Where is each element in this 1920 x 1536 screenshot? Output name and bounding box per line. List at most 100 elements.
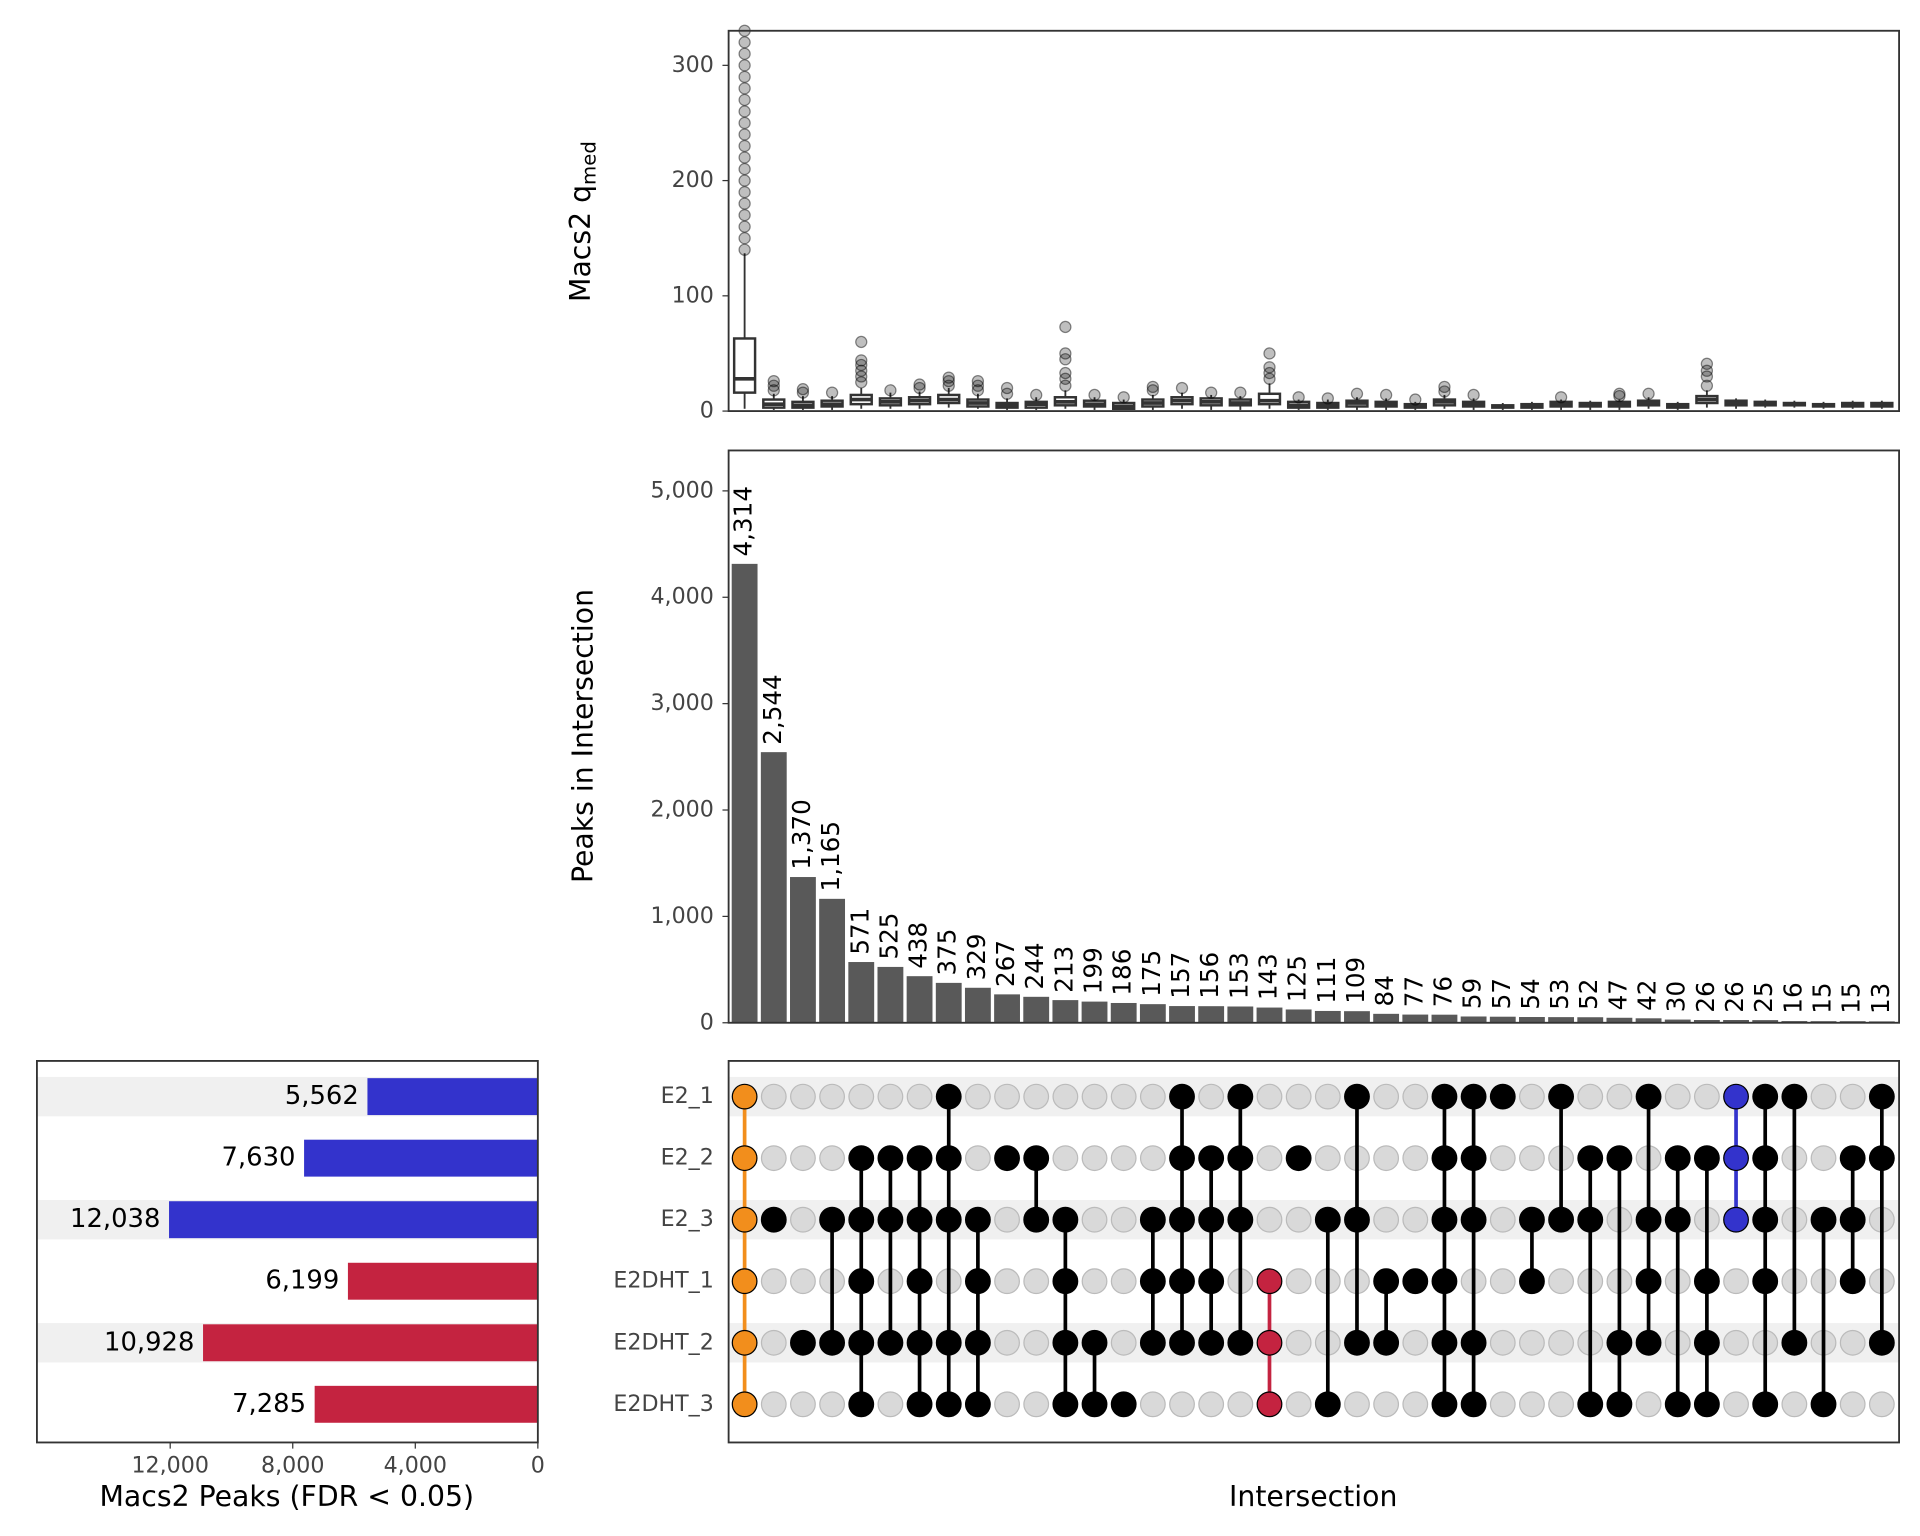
empty-dot <box>1314 1083 1341 1110</box>
bar-label: 438 <box>904 922 933 969</box>
member-dot <box>1198 1268 1225 1295</box>
empty-dot <box>1664 1083 1691 1110</box>
member-dot <box>790 1329 816 1356</box>
empty-dot <box>760 1083 787 1110</box>
set-x-title: Macs2 Peaks (FDR < 0.05) <box>100 1480 474 1513</box>
set-bar <box>314 1385 538 1423</box>
empty-dot <box>994 1083 1020 1110</box>
empty-dot <box>964 1083 991 1110</box>
member-dot <box>1052 1391 1079 1418</box>
bar <box>1577 1017 1604 1023</box>
bar <box>790 877 816 1023</box>
empty-dot <box>1402 1145 1429 1172</box>
member-dot <box>1519 1206 1545 1233</box>
y-tick-label: 200 <box>672 167 714 193</box>
member-dot <box>935 1391 962 1418</box>
empty-dot <box>1052 1083 1079 1110</box>
empty-dot <box>790 1145 816 1172</box>
bar-label: 156 <box>1195 952 1224 999</box>
member-dot <box>1839 1206 1866 1233</box>
bar-label: 186 <box>1108 949 1137 996</box>
empty-dot <box>1023 1391 1050 1418</box>
empty-dot <box>1314 1145 1341 1172</box>
member-dot <box>1373 1329 1400 1356</box>
member-dot <box>1139 1268 1166 1295</box>
bar-label: 111 <box>1312 957 1341 1004</box>
empty-dot <box>906 1083 933 1110</box>
empty-dot <box>1489 1145 1516 1172</box>
empty-dot <box>1519 1391 1545 1418</box>
member-dot <box>1023 1206 1050 1233</box>
empty-dot <box>1723 1268 1749 1295</box>
outlier <box>738 36 751 49</box>
bar <box>1664 1019 1691 1023</box>
member-dot <box>1752 1206 1779 1233</box>
member-dot <box>994 1145 1020 1172</box>
empty-dot <box>1169 1391 1195 1418</box>
member-dot <box>935 1083 962 1110</box>
bar-label: 375 <box>933 929 962 976</box>
member-dot <box>1693 1268 1720 1295</box>
bar <box>848 962 875 1023</box>
empty-dot <box>1256 1083 1283 1110</box>
bar <box>1489 1016 1516 1023</box>
outlier <box>1205 386 1218 399</box>
member-dot <box>1635 1329 1662 1356</box>
member-dot <box>1227 1083 1254 1110</box>
empty-dot <box>1577 1083 1604 1110</box>
empty-dot <box>1868 1391 1895 1418</box>
member-dot <box>1110 1391 1137 1418</box>
outlier <box>855 370 868 383</box>
bar <box>1139 1004 1166 1023</box>
matrix-x-title: Intersection <box>1229 1480 1397 1513</box>
outlier <box>1234 386 1247 399</box>
empty-dot <box>1402 1206 1429 1233</box>
outlier <box>1700 370 1714 383</box>
empty-dot <box>1839 1329 1866 1356</box>
set-label: E2DHT_3 <box>613 1391 713 1417</box>
member-dot <box>1344 1329 1370 1356</box>
member-dot <box>1256 1329 1283 1356</box>
outlier <box>942 374 955 388</box>
outlier <box>738 185 751 199</box>
member-dot <box>1664 1391 1691 1418</box>
outlier <box>738 59 751 72</box>
member-dot <box>1839 1145 1866 1172</box>
outlier <box>855 354 868 367</box>
outlier <box>855 376 868 389</box>
outlier <box>855 364 868 377</box>
bar <box>1460 1016 1487 1023</box>
bar-label: 53 <box>1545 978 1574 1009</box>
set-bar <box>347 1262 538 1300</box>
outlier <box>1059 372 1072 385</box>
empty-dot <box>994 1268 1020 1295</box>
member-dot <box>1489 1083 1516 1110</box>
empty-dot <box>1519 1329 1545 1356</box>
member-dot <box>848 1329 875 1356</box>
outlier <box>738 70 751 84</box>
bar <box>1256 1007 1283 1023</box>
member-dot <box>1256 1391 1283 1418</box>
empty-dot <box>1285 1391 1312 1418</box>
outlier <box>1700 379 1714 392</box>
empty-dot <box>1139 1145 1166 1172</box>
empty-dot <box>1285 1083 1312 1110</box>
member-dot <box>1723 1145 1749 1172</box>
outlier <box>1088 388 1101 402</box>
outlier <box>1059 347 1072 360</box>
outlier <box>971 379 985 392</box>
member-dot <box>1344 1206 1370 1233</box>
member-dot <box>1373 1268 1400 1295</box>
bar-label: 15 <box>1837 982 1866 1013</box>
outlier <box>738 220 751 233</box>
outlier <box>1642 387 1655 400</box>
bar-label: 15 <box>1808 982 1837 1013</box>
outlier <box>1146 380 1160 394</box>
outlier <box>738 162 751 176</box>
empty-dot <box>1227 1391 1254 1418</box>
empty-dot <box>1110 1268 1137 1295</box>
empty-dot <box>1635 1391 1662 1418</box>
y-tick-label: 5,000 <box>650 477 713 503</box>
bar-label: 26 <box>1720 981 1749 1012</box>
outlier <box>1700 364 1714 377</box>
